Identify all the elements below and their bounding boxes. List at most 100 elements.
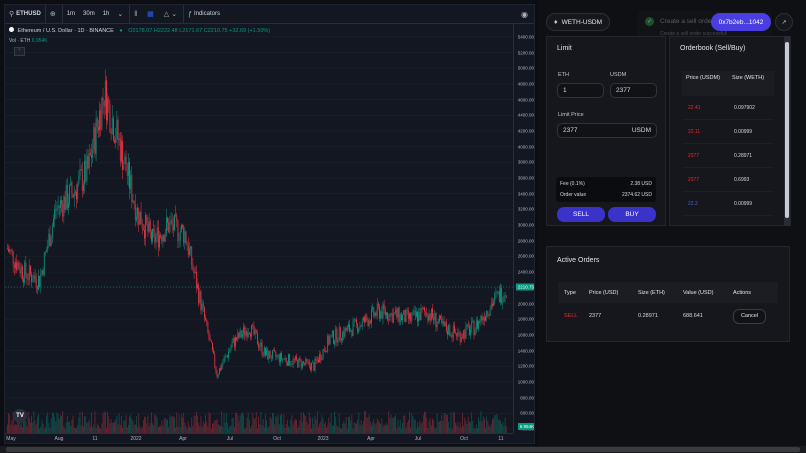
tradingview-logo[interactable]: TV (13, 409, 27, 423)
volume-bar (192, 425, 194, 433)
cancel-order-button[interactable]: Cancel (733, 308, 766, 324)
volume-bar (354, 423, 356, 433)
limit-price-value: 2377 (563, 127, 578, 134)
candle-body (253, 325, 255, 335)
candle (151, 229, 152, 245)
chart-style-button[interactable]: ▦ (143, 5, 160, 23)
x-tick-label: Oct (460, 436, 468, 442)
volume-bar (275, 416, 277, 433)
limit-price-input[interactable]: 2377 USDM (557, 123, 657, 138)
bar-style-button[interactable]: ‖ (129, 5, 143, 23)
horizontal-scrollbar[interactable] (0, 446, 806, 453)
orderbook-row[interactable]: 22.2 0.00999 (682, 192, 774, 216)
orderbook-row[interactable]: 2377 0.28971 (682, 144, 774, 168)
candle-body (102, 97, 104, 101)
orderbook-scrollbar[interactable] (784, 36, 790, 226)
interval-dropdown[interactable]: ⌄ (113, 5, 129, 23)
volume-bar (109, 423, 111, 433)
price-axis[interactable]: 5400.00 5200.00 5000.00 4800.00 4600.00 4400.… (513, 23, 534, 433)
candle (231, 338, 233, 348)
candle (273, 348, 274, 351)
orderbook-row[interactable]: 2377 0.6993 (682, 168, 774, 192)
collapse-legend-button[interactable]: ˆ (14, 47, 25, 56)
candle-body (335, 328, 337, 342)
fee-summary: Fee (0.1%) 2.38 USD Order value 2374.62 … (556, 177, 656, 202)
candle (100, 103, 102, 137)
symbol-label: ETHUSD (16, 11, 41, 17)
candle (458, 329, 460, 337)
buy-button[interactable]: BUY (608, 207, 656, 222)
sell-button[interactable]: SELL (557, 207, 605, 222)
volume-bar (505, 426, 507, 433)
candle (12, 250, 14, 273)
candle-body (456, 333, 458, 337)
copy-address-button[interactable]: ↗ (775, 13, 793, 31)
candle (263, 345, 265, 357)
candle-body (276, 355, 278, 357)
candle-body (338, 327, 340, 342)
volume-bar (215, 420, 217, 433)
symbol-search[interactable]: ⚲ ETHUSD (5, 5, 45, 23)
candle-body (137, 207, 138, 218)
candle-body (74, 191, 76, 193)
y-tick-label: 1600.00 (517, 332, 534, 338)
candle (274, 347, 276, 353)
candle-body (46, 250, 47, 252)
volume-bar (8, 413, 9, 433)
candle (343, 326, 345, 341)
candle (292, 355, 294, 369)
candle (103, 100, 105, 119)
candle (439, 314, 440, 324)
interval-30m[interactable]: 30m (79, 5, 99, 23)
volume-bar (58, 419, 60, 433)
candle-body (123, 163, 125, 171)
candle (267, 347, 269, 360)
interval-1h[interactable]: 1h (99, 5, 114, 23)
candle-body (115, 138, 117, 143)
candle (24, 260, 26, 286)
volume-bar (15, 423, 16, 433)
volume-bar (152, 423, 153, 433)
volume-bar (168, 426, 170, 433)
candlestick-plot[interactable] (5, 23, 513, 433)
orderbook-row[interactable]: 22.41 0.097902 (682, 96, 774, 120)
orderbook-row[interactable]: 22.11 0.00999 (682, 120, 774, 144)
area-style-button[interactable]: △ ⌄ (160, 5, 183, 23)
compare-button[interactable]: ⊕ (44, 5, 62, 23)
interval-1m[interactable]: 1m (61, 5, 79, 23)
volume-bar (41, 420, 43, 433)
y-tick-label: 1200.00 (517, 363, 534, 369)
snapshot-button[interactable]: ◉ (517, 5, 534, 23)
candle-body (212, 342, 213, 351)
candle (176, 212, 178, 228)
candle-body (7, 248, 8, 250)
usdm-amount-input[interactable]: 2377 (610, 83, 657, 98)
candle-body (380, 311, 382, 319)
pair-selector[interactable]: ♦ WETH-USDM (546, 13, 610, 31)
candle (221, 362, 223, 371)
candle-body (39, 275, 41, 288)
scrollbar-thumb[interactable] (785, 42, 789, 218)
indicators-button[interactable]: ƒ Indicators (183, 5, 224, 23)
volume-bar (93, 424, 95, 433)
candle-body (175, 214, 177, 216)
candle-body (92, 149, 94, 158)
wallet-address-button[interactable]: 0x7b2eb...1042 (711, 13, 771, 31)
volume-bar (488, 425, 490, 433)
candle (159, 230, 160, 251)
candle (27, 273, 29, 286)
candle-body (337, 341, 339, 343)
candle-body (346, 327, 348, 332)
volume-bar (489, 426, 491, 433)
time-axis[interactable]: May Aug 11 2022 Apr Jul Oct 2023 Apr Jul Oct 11 (5, 433, 513, 443)
candle-body (343, 331, 345, 337)
candle (492, 298, 493, 309)
eth-amount-input[interactable]: 1 (557, 83, 604, 98)
price-chart-panel[interactable]: ⚲ ETHUSD ⊕ 1m 30m 1h ⌄ ‖ ▦ △ ⌄ ƒ Indicato… (4, 4, 535, 444)
candle (121, 132, 122, 164)
candle (184, 226, 186, 250)
volume-bar (266, 420, 268, 433)
horizontal-scrollbar-thumb[interactable] (6, 447, 800, 452)
volume-bar (182, 417, 183, 433)
